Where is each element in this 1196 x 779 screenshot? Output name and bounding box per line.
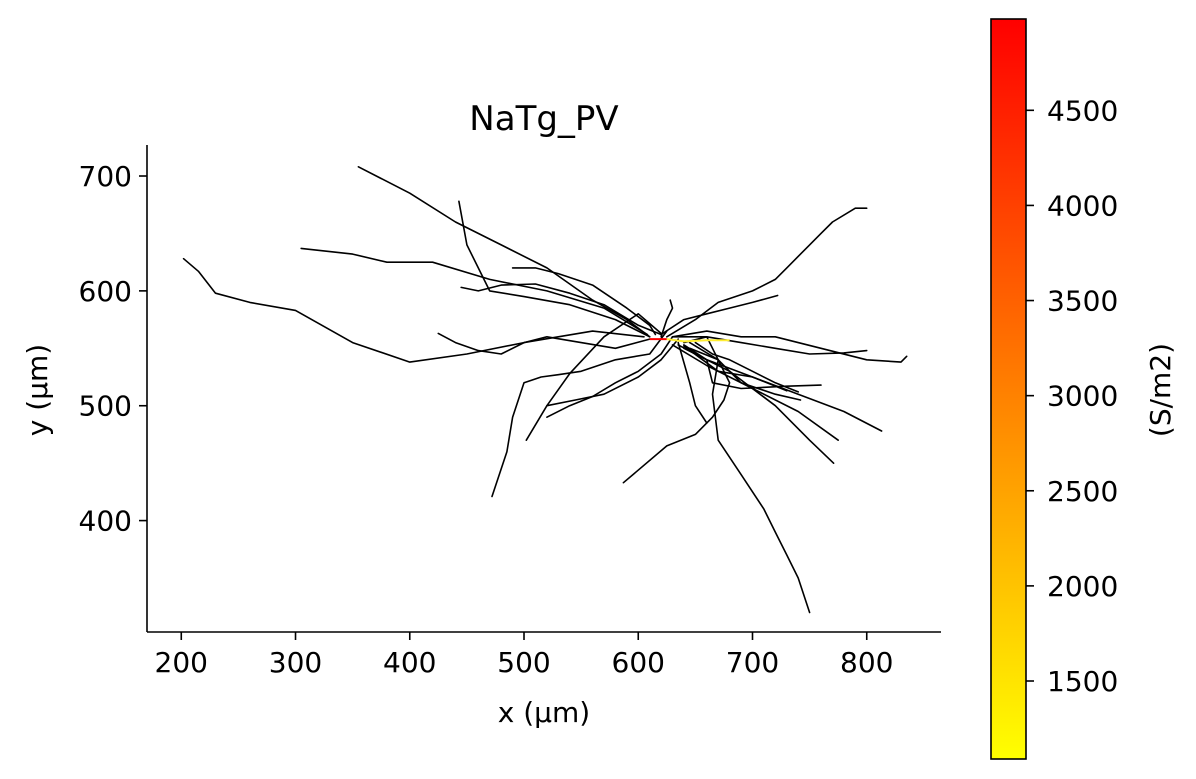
x-tick-label: 300 <box>269 646 322 679</box>
axon-segment-2 <box>666 338 730 343</box>
dendrite-branch-12 <box>622 335 731 484</box>
x-tick-label: 500 <box>497 646 550 679</box>
colorbar-tick-label: 4000 <box>1047 189 1118 222</box>
y-axis-ticks: 400 500 600 700 <box>79 160 147 538</box>
dendrite-branch-5 <box>437 332 651 355</box>
dendrite-branch-8 <box>546 312 662 407</box>
y-tick-label: 600 <box>79 275 132 308</box>
x-tick-label: 400 <box>383 646 436 679</box>
y-axis-label: y (µm) <box>21 344 54 436</box>
dendrite-branch-9 <box>491 330 668 498</box>
colorbar-tick-label: 3000 <box>1047 380 1118 413</box>
dendrite-branch-14 <box>665 207 868 338</box>
x-tick-label: 800 <box>840 646 893 679</box>
dendrite-branch-26 <box>660 299 674 338</box>
x-tick-label: 700 <box>726 646 779 679</box>
x-axis-ticks: 200 300 400 500 600 700 800 <box>155 632 893 679</box>
dendrite-branch-25 <box>677 341 708 424</box>
dendrite-branch-3 <box>300 247 649 336</box>
colorbar-label: (S/m2) <box>1144 343 1177 437</box>
plot-area <box>182 166 908 614</box>
x-axis-label: x (µm) <box>498 696 590 729</box>
dendrite-branch-19 <box>683 347 835 465</box>
dendrite-branch-20 <box>683 345 788 392</box>
dendrite-branch-11 <box>525 338 680 442</box>
dendrite-branch-22 <box>660 294 779 336</box>
x-tick-label: 200 <box>155 646 208 679</box>
colorbar-ticks: 1500 2000 2500 3000 3500 4000 4500 <box>1026 94 1118 698</box>
y-tick-label: 500 <box>79 390 132 423</box>
y-tick-label: 700 <box>79 160 132 193</box>
y-tick-label: 400 <box>79 505 132 538</box>
dendrite-branch-2 <box>458 200 651 338</box>
dendrite-branch-10 <box>546 335 674 419</box>
chart-title: NaTg_PV <box>469 99 618 139</box>
colorbar-tick-label: 3500 <box>1047 285 1118 318</box>
dendrite-branch-21 <box>688 347 802 401</box>
dendrite-branch-24 <box>694 341 800 393</box>
dendrite-branch-23 <box>683 344 822 390</box>
dendrite-branch-13 <box>688 341 811 614</box>
dendrite-branch-6 <box>460 283 662 336</box>
dendrite-branch-18 <box>671 344 840 442</box>
colorbar-tick-label: 1500 <box>1047 665 1118 698</box>
dendrite-branch-15 <box>671 330 908 363</box>
dendrite-branch-7 <box>511 267 657 336</box>
colorbar-tick-label: 4500 <box>1047 94 1118 127</box>
dendrite-branch-1 <box>357 166 651 338</box>
colorbar <box>990 18 1027 760</box>
dendrite-branch-16 <box>671 335 868 355</box>
dendrite-branch-4 <box>182 257 645 363</box>
colorbar-tick-label: 2500 <box>1047 475 1118 508</box>
x-tick-label: 600 <box>612 646 665 679</box>
colorbar-tick-label: 2000 <box>1047 570 1118 603</box>
